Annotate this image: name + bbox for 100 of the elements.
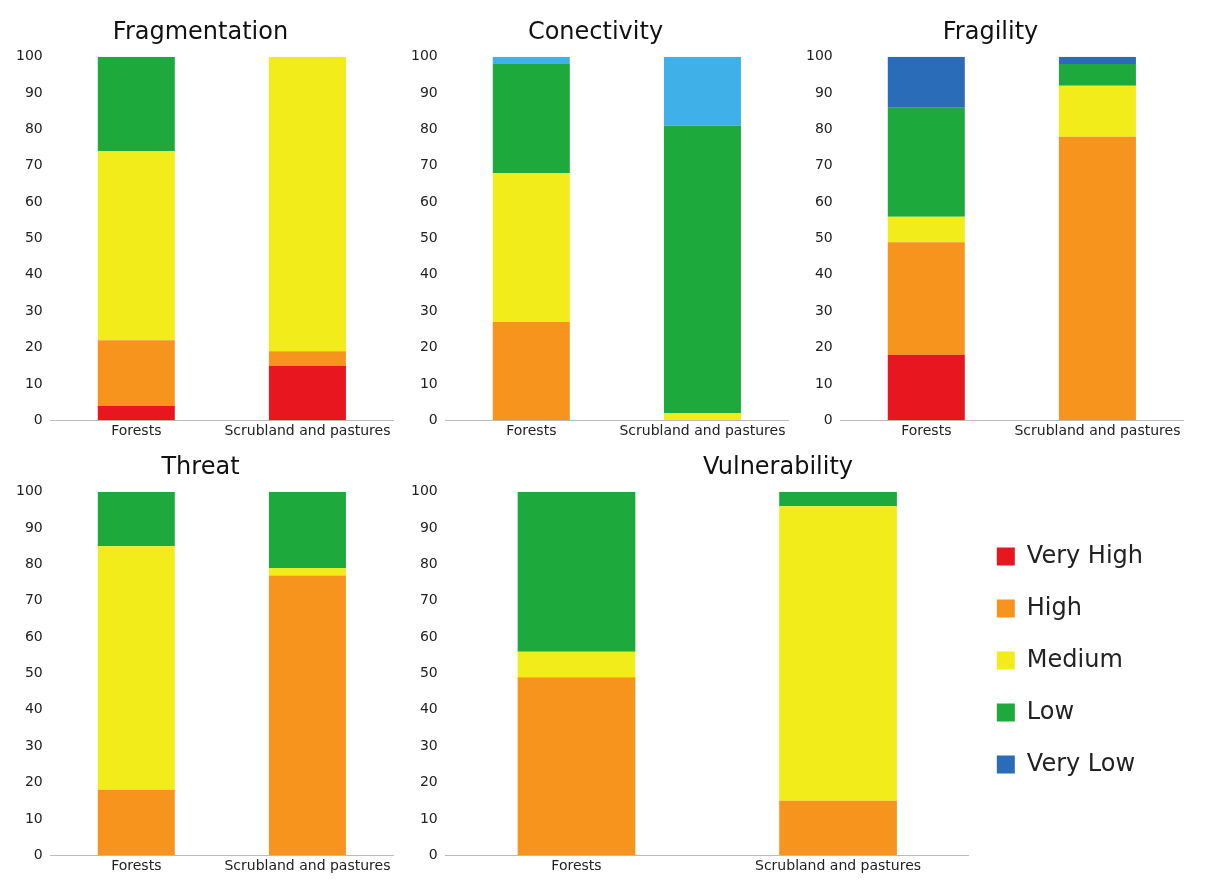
bar — [887, 242, 965, 355]
legend-label: Medium — [1026, 644, 1123, 673]
y-tick-label: 100 — [805, 47, 833, 64]
bar — [887, 56, 965, 108]
y-tick-label: 40 — [814, 265, 833, 282]
bar — [779, 506, 897, 801]
legend-label: Very Low — [1026, 748, 1136, 777]
bar — [517, 677, 636, 856]
y-tick-label: 10 — [814, 374, 833, 391]
y-tick-label: 80 — [24, 555, 43, 572]
y-tick-label: 30 — [24, 301, 43, 318]
chart-title: Fragility — [942, 16, 1039, 45]
y-tick-label: 0 — [33, 410, 43, 427]
y-tick-label: 60 — [24, 192, 43, 209]
x-tick-label: Forests — [506, 422, 557, 439]
x-tick-label: Scrubland and pastures — [224, 422, 391, 439]
y-tick-label: 50 — [814, 229, 833, 246]
bar — [97, 491, 175, 547]
x-tick-label: Scrubland and pastures — [1014, 422, 1181, 439]
x-tick-label: Forests — [111, 857, 162, 874]
bar — [268, 575, 346, 856]
legend-label: High — [1026, 592, 1082, 621]
bar — [663, 412, 741, 421]
y-tick-label: 90 — [814, 83, 833, 100]
y-tick-label: 20 — [24, 338, 43, 355]
y-tick-label: 0 — [823, 410, 833, 427]
bar — [492, 173, 570, 323]
x-tick-label: Scrubland and pastures — [619, 422, 786, 439]
y-tick-label: 0 — [428, 410, 438, 427]
bar — [1058, 64, 1136, 86]
bar — [663, 125, 741, 413]
y-tick-label: 100 — [15, 47, 43, 64]
y-tick-label: 30 — [419, 301, 438, 318]
y-tick-label: 70 — [24, 156, 43, 173]
y-tick-label: 40 — [419, 700, 438, 717]
y-tick-label: 100 — [15, 482, 43, 499]
bar — [97, 151, 175, 341]
y-tick-label: 10 — [419, 374, 438, 391]
bar — [97, 405, 175, 421]
bar — [268, 351, 346, 366]
y-tick-label: 10 — [419, 809, 438, 826]
bar — [779, 800, 897, 856]
bar — [268, 365, 346, 421]
x-tick-label: Forests — [551, 857, 602, 874]
y-tick-label: 80 — [24, 120, 43, 137]
chart-title: Threat — [160, 451, 240, 480]
y-tick-label: 20 — [419, 773, 438, 790]
y-tick-label: 10 — [24, 809, 43, 826]
bar — [1058, 56, 1136, 65]
y-tick-label: 90 — [419, 83, 438, 100]
bar — [887, 107, 965, 217]
bar — [268, 568, 346, 576]
y-tick-label: 50 — [24, 229, 43, 246]
y-tick-label: 30 — [814, 301, 833, 318]
bar — [268, 56, 346, 352]
y-tick-label: 80 — [419, 555, 438, 572]
y-tick-label: 90 — [419, 518, 438, 535]
y-tick-label: 60 — [814, 192, 833, 209]
x-tick-label: Forests — [111, 422, 162, 439]
y-tick-label: 40 — [419, 265, 438, 282]
y-tick-label: 70 — [419, 591, 438, 608]
y-tick-label: 60 — [419, 627, 438, 644]
y-tick-label: 80 — [814, 120, 833, 137]
y-tick-label: 100 — [410, 47, 438, 64]
chart-title: Conectivity — [527, 16, 664, 45]
bar — [492, 56, 570, 65]
chart-title: Vulnerability — [702, 451, 854, 480]
bar — [1058, 136, 1136, 421]
bar — [97, 546, 175, 790]
bar — [887, 216, 965, 243]
x-tick-label: Scrubland and pastures — [224, 857, 391, 874]
y-tick-label: 70 — [24, 591, 43, 608]
y-tick-label: 0 — [33, 845, 43, 862]
bar — [663, 56, 741, 126]
y-tick-label: 50 — [419, 664, 438, 681]
y-tick-label: 100 — [410, 482, 438, 499]
bar — [492, 322, 570, 421]
y-tick-label: 20 — [419, 338, 438, 355]
y-tick-label: 0 — [428, 845, 438, 862]
legend-label: Very High — [1026, 540, 1144, 569]
y-tick-label: 70 — [419, 156, 438, 173]
bar — [517, 651, 636, 678]
y-tick-label: 40 — [24, 700, 43, 717]
y-tick-label: 70 — [814, 156, 833, 173]
legend-label: Low — [1026, 696, 1075, 725]
y-tick-label: 60 — [419, 192, 438, 209]
x-tick-label: Scrubland and pastures — [755, 857, 922, 874]
y-tick-label: 40 — [24, 265, 43, 282]
bar — [517, 491, 636, 652]
bar — [97, 340, 175, 406]
bar — [492, 64, 570, 174]
y-tick-label: 90 — [24, 83, 43, 100]
bar — [887, 354, 965, 421]
y-tick-label: 30 — [24, 736, 43, 753]
bar — [1058, 85, 1136, 137]
bar — [268, 491, 346, 569]
bar — [97, 56, 175, 152]
y-tick-label: 80 — [419, 120, 438, 137]
x-tick-label: Forests — [901, 422, 952, 439]
y-tick-label: 20 — [24, 773, 43, 790]
